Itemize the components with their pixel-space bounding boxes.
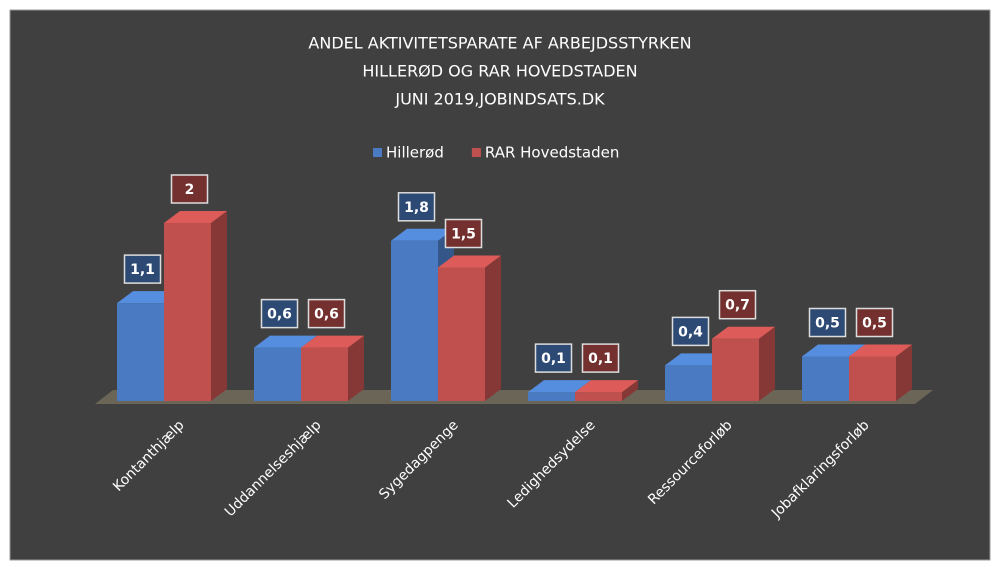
bar [575,392,622,401]
bar [301,347,348,401]
bar-top [849,344,912,357]
bar [254,347,301,401]
legend-swatch [373,148,382,157]
data-label: 1,8 [404,200,429,216]
bar-top [802,344,865,357]
bar [391,240,438,401]
data-label-box [808,307,847,338]
bar-side [485,255,501,401]
legend-label: Hillerød [386,144,444,162]
data-label: 0,4 [678,324,703,340]
bar-side [896,344,912,401]
bar [665,365,712,401]
bar-side [759,326,775,401]
data-label: 0,6 [267,307,292,323]
data-label-box [855,307,894,338]
bar-top [528,380,591,393]
data-label-box [260,298,299,329]
bar [117,303,164,401]
bar-side [622,380,638,401]
data-label: 0,1 [541,351,566,367]
data-label-box [534,343,573,373]
chart-title: JUNI 2019,JOBINDSATS.DK [394,90,605,109]
data-label-box [581,343,620,373]
bar [802,356,849,401]
legend-swatch [471,148,481,157]
bar-top [391,228,454,241]
bar [712,338,759,401]
bar [528,392,575,401]
bar-top [712,326,775,339]
data-label-box [671,316,710,347]
bar [164,223,211,401]
data-label-box [307,298,346,329]
data-label-box [170,174,209,204]
bar-top [254,335,317,348]
bar-side [348,335,364,401]
data-label: 0,6 [314,307,339,323]
data-label-box [397,192,436,222]
data-label-box [718,289,757,320]
data-label-box [444,218,483,249]
bar-top [164,211,227,223]
bar [438,267,485,401]
data-label-box [123,254,162,284]
bar-top [575,380,638,393]
bar-side [211,211,227,401]
data-label: 0,5 [862,316,887,332]
data-label: 0,1 [588,351,613,367]
data-label: 0,5 [815,316,840,332]
bar-top [301,335,364,348]
data-label: 2 [185,182,195,198]
chart-title: ANDEL AKTIVITETSPARATE AF ARBEJDSSTYRKEN [308,34,691,53]
legend-label: RAR Hovedstaden [485,144,620,162]
data-label: 1,5 [451,227,476,243]
bar [849,356,896,401]
bar-top [438,255,501,268]
chart-title: HILLERØD OG RAR HOVEDSTADEN [362,62,637,81]
data-label: 1,1 [130,262,155,278]
data-label: 0,7 [725,298,750,314]
